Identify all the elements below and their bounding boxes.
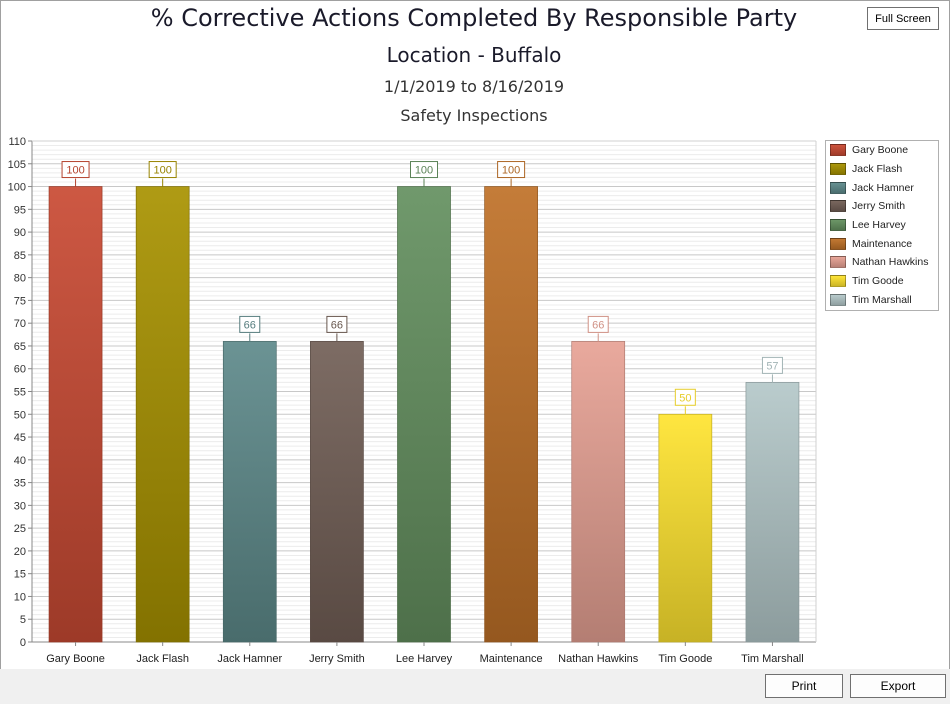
y-tick-label: 35 — [14, 478, 26, 490]
data-label: 100 — [415, 165, 433, 177]
legend-swatch — [830, 181, 846, 194]
y-tick-label: 100 — [8, 182, 26, 194]
legend-swatch — [830, 200, 846, 213]
x-tick-label: Lee Harvey — [396, 653, 453, 665]
y-tick-label: 65 — [14, 341, 26, 353]
data-label-box — [326, 315, 348, 333]
export-button[interactable]: Export — [850, 674, 946, 698]
x-tick-label: Maintenance — [480, 653, 543, 665]
bar — [484, 186, 538, 643]
data-label: 57 — [766, 360, 778, 372]
data-label: 66 — [244, 319, 256, 331]
x-tick-label: Tim Goode — [658, 653, 712, 665]
data-label: 66 — [592, 319, 604, 331]
data-label: 50 — [679, 392, 691, 404]
y-tick-label: 40 — [14, 455, 26, 467]
legend-label: Tim Marshall — [852, 293, 912, 306]
legend-label: Jack Hamner — [852, 181, 914, 194]
legend-swatch — [830, 256, 846, 269]
bar — [135, 186, 190, 643]
legend-item: Lee Harvey — [826, 216, 938, 235]
y-tick-label: 70 — [14, 318, 26, 330]
data-label-box — [61, 161, 90, 179]
legend-label: Jerry Smith — [852, 200, 906, 213]
bar — [745, 382, 800, 643]
inspection-category: Safety Inspections — [400, 106, 548, 125]
y-tick-label: 95 — [14, 204, 26, 216]
legend-swatch — [830, 293, 846, 306]
legend-label: Tim Goode — [852, 275, 904, 288]
date-range: 1/1/2019 to 8/16/2019 — [383, 77, 565, 96]
legend-item: Maintenance — [826, 234, 938, 253]
x-tick-label: Nathan Hawkins — [558, 653, 639, 665]
y-tick-label: 0 — [20, 637, 26, 649]
x-tick-label: Gary Boone — [46, 653, 105, 665]
bar — [48, 186, 103, 643]
legend-item: Jack Hamner — [826, 178, 938, 197]
y-tick-label: 30 — [14, 500, 26, 512]
legend-label: Gary Boone — [852, 144, 909, 157]
y-tick-label: 45 — [14, 432, 26, 444]
legend-item: Jerry Smith — [826, 197, 938, 216]
data-label: 100 — [502, 165, 520, 177]
legend-item: Tim Goode — [826, 272, 938, 291]
data-label: 100 — [153, 165, 171, 177]
data-label: 100 — [66, 165, 84, 177]
y-tick-label: 90 — [14, 227, 26, 239]
y-tick-label: 80 — [14, 273, 26, 285]
legend-swatch — [830, 237, 846, 250]
data-label-box — [497, 161, 526, 179]
legend-swatch — [830, 163, 846, 176]
legend-label: Maintenance — [852, 237, 913, 250]
data-label-box — [410, 161, 438, 179]
legend-swatch — [830, 219, 846, 232]
y-tick-label: 60 — [14, 364, 26, 376]
y-tick-label: 75 — [14, 295, 26, 307]
y-tick-label: 15 — [14, 569, 26, 581]
bar — [571, 341, 626, 643]
data-label: 66 — [331, 319, 343, 331]
x-tick-label: Jack Flash — [136, 653, 189, 665]
bar — [397, 186, 451, 643]
bar — [222, 341, 277, 643]
legend-swatch — [830, 275, 846, 288]
data-label-box — [587, 315, 609, 333]
data-label-box — [148, 161, 177, 179]
legend-swatch — [830, 144, 846, 157]
y-tick-label: 25 — [14, 523, 26, 535]
legend-label: Nathan Hawkins — [852, 256, 929, 269]
y-tick-label: 110 — [8, 136, 26, 148]
print-button[interactable]: Print — [765, 674, 843, 698]
data-label-box — [761, 356, 783, 374]
full-screen-button[interactable]: Full Screen — [867, 7, 939, 30]
legend-item: Jack Flash — [826, 160, 938, 179]
y-tick-label: 55 — [14, 387, 26, 399]
legend-item: Nathan Hawkins — [826, 253, 938, 272]
legend-label: Jack Flash — [852, 163, 903, 176]
y-tick-label: 85 — [14, 250, 26, 262]
bar — [310, 341, 364, 643]
y-tick-label: 10 — [14, 591, 26, 603]
x-tick-label: Jerry Smith — [309, 653, 365, 665]
data-label-box — [239, 315, 261, 333]
chart-legend: Gary Boone Jack Flash Jack Hamner Jerry Smi… — [825, 140, 939, 311]
y-tick-label: 50 — [14, 409, 26, 421]
bottom-toolbar: Print Export — [0, 669, 950, 704]
chart-title: % Corrective Actions Completed By Respon… — [150, 4, 798, 32]
y-tick-label: 105 — [8, 159, 26, 171]
data-label-box — [674, 388, 696, 406]
y-tick-label: 20 — [14, 546, 26, 558]
legend-label: Lee Harvey — [852, 219, 906, 232]
legend-item: Gary Boone — [826, 141, 938, 160]
legend-item: Tim Marshall — [826, 291, 938, 310]
x-tick-label: Tim Marshall — [741, 653, 804, 665]
x-tick-label: Jack Hamner — [217, 653, 282, 665]
y-tick-label: 5 — [20, 614, 26, 626]
chart-subtitle: Location - Buffalo — [386, 43, 562, 67]
bar — [658, 413, 713, 643]
